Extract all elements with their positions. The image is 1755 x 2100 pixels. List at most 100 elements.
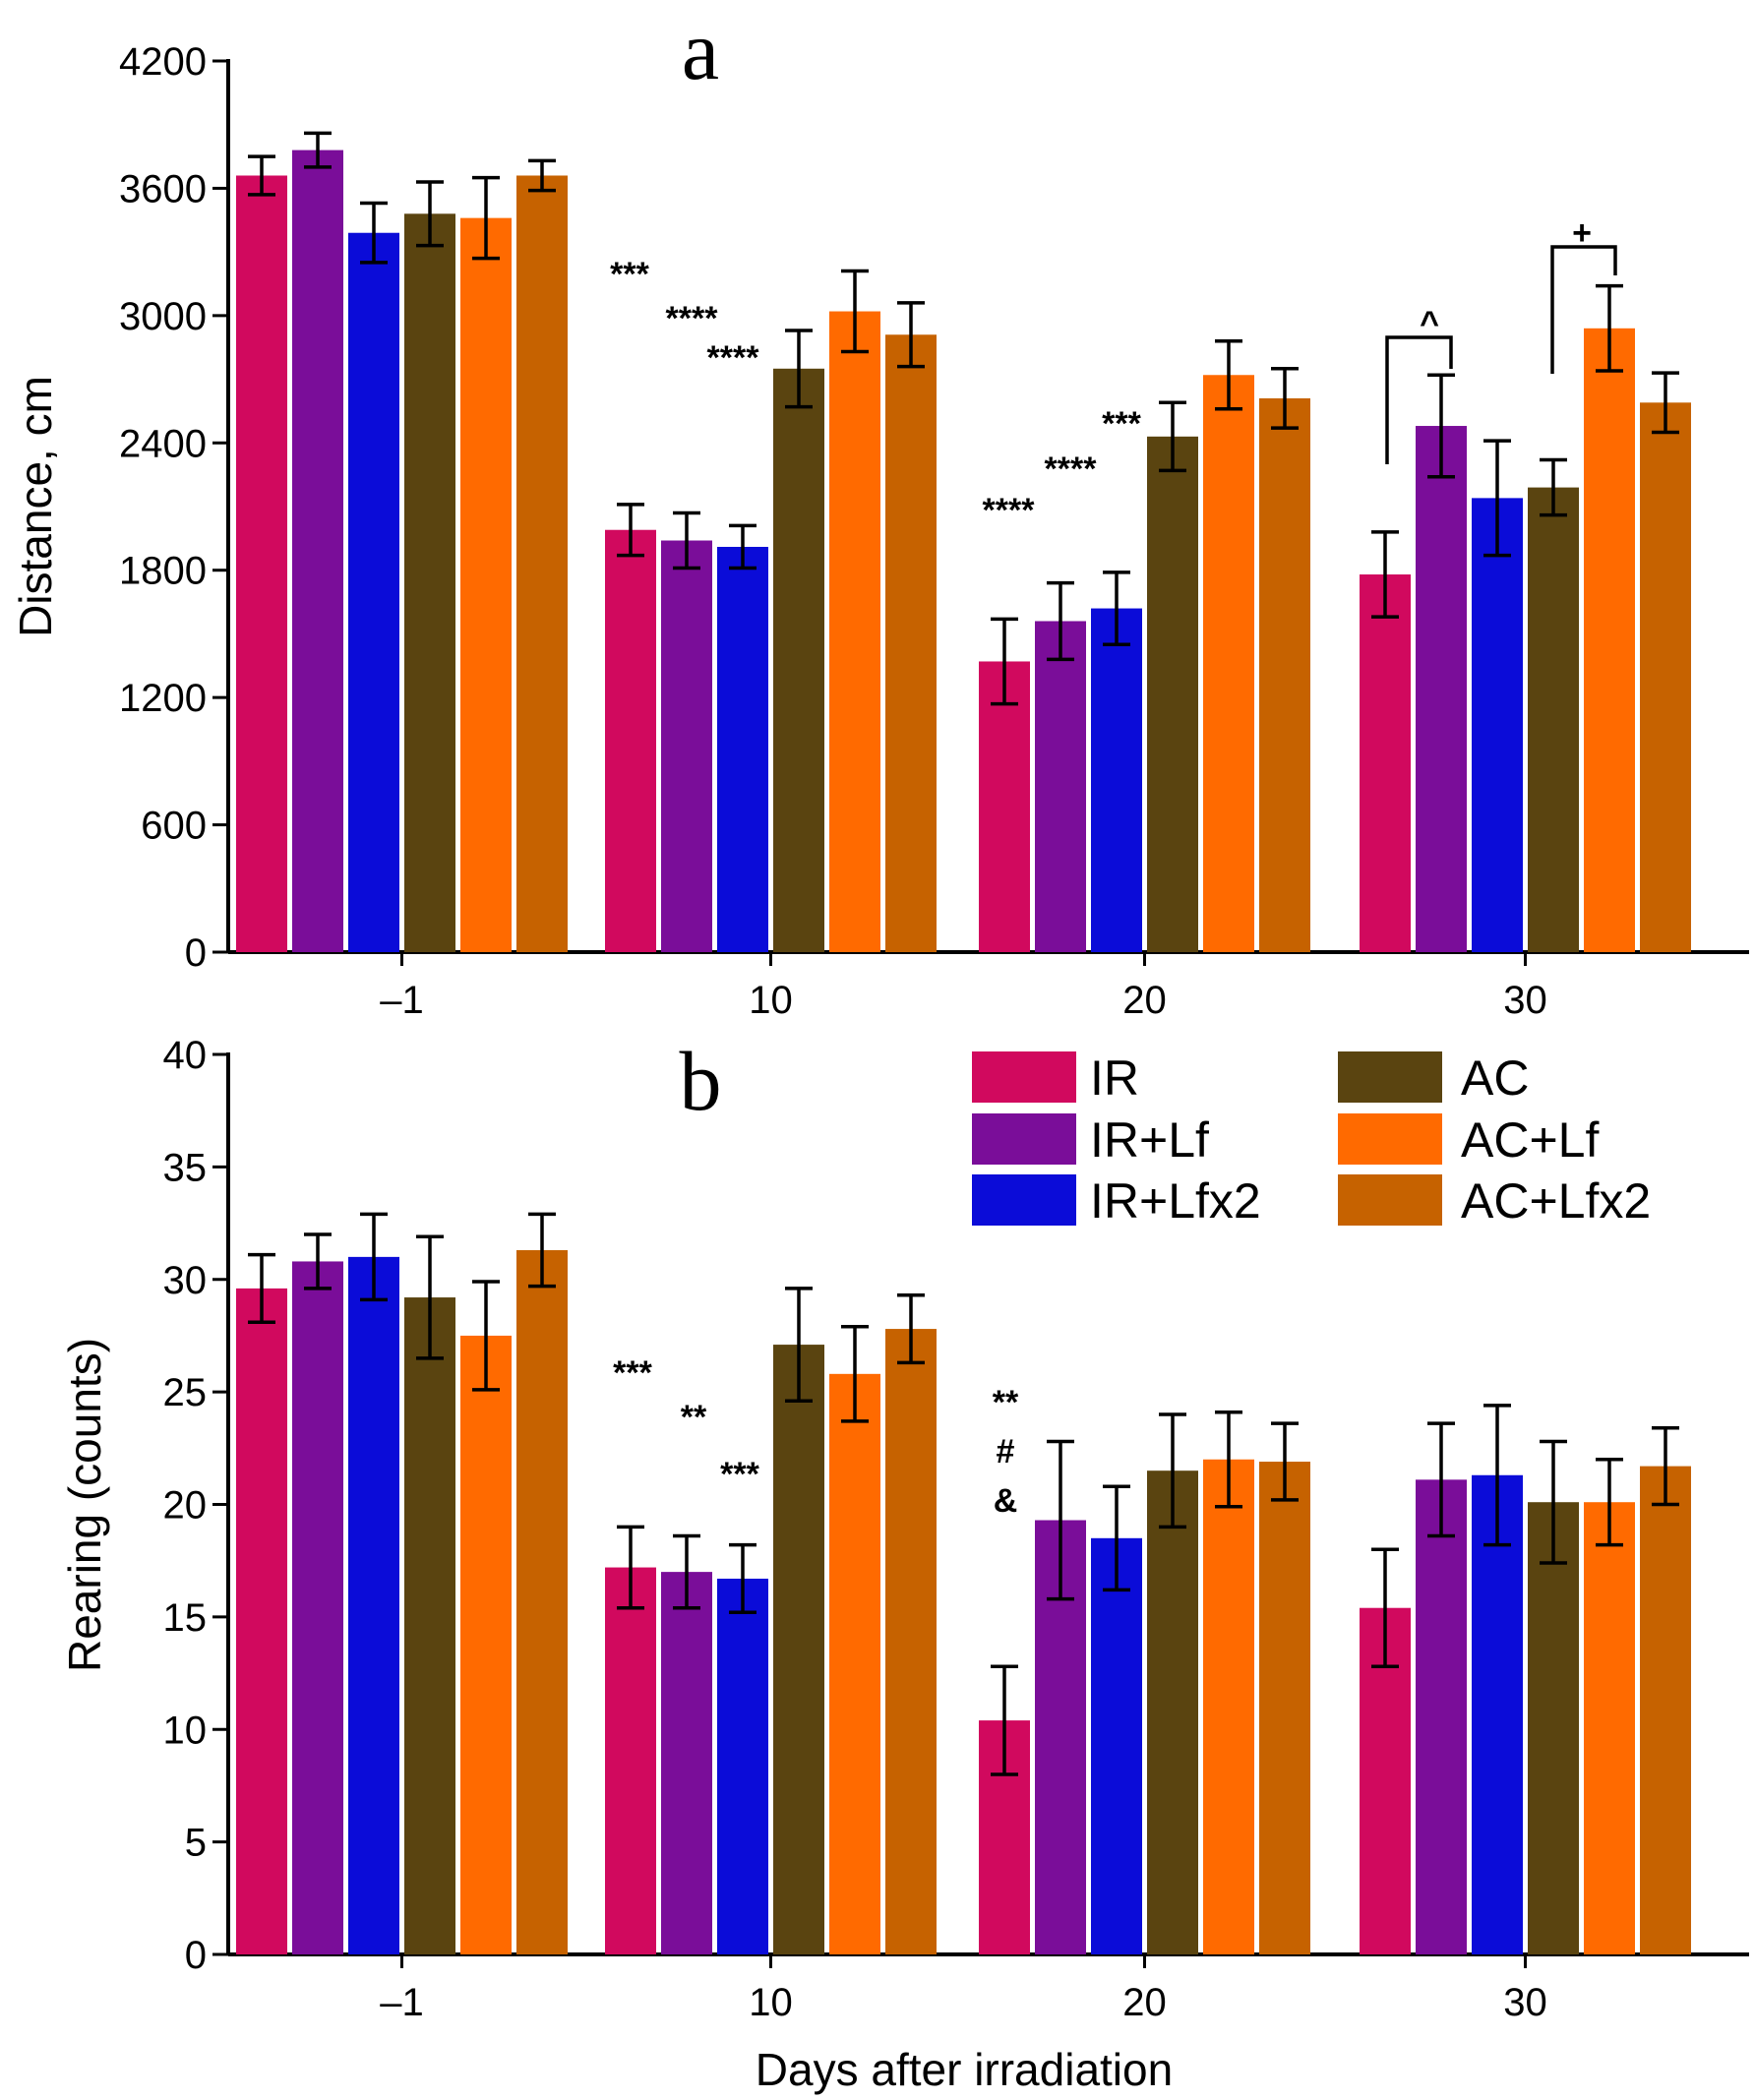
panel-b-y-tick-label: 35 bbox=[163, 1146, 208, 1189]
panel-b-y-tick-label: 10 bbox=[163, 1709, 208, 1752]
panel-b-bar-ir-plus-lfx2-30 bbox=[1472, 1474, 1523, 1954]
panel-a-comparison-bracket bbox=[1550, 245, 1617, 374]
panel-a-bar-ac-30 bbox=[1528, 487, 1579, 952]
panel-b-bar-ac-plus-lfx2-30 bbox=[1640, 1466, 1691, 1954]
panel-a-title: a bbox=[682, 3, 719, 97]
panel-a-bar-ir-plus-lfx2-30 bbox=[1472, 498, 1523, 952]
panel-a-significance-label: *** bbox=[1102, 405, 1141, 443]
panel-b-bar-ir-plus-lf-30 bbox=[1416, 1479, 1467, 1954]
panel-b-y-tick-label: 30 bbox=[163, 1259, 208, 1302]
panel-b-y-tick-label: 20 bbox=[163, 1484, 208, 1528]
panel-a-x-tick-label-1: –1 bbox=[380, 979, 424, 1022]
panel-a-y-tick-label: 1200 bbox=[119, 677, 207, 720]
panel-b-y-tick-label: 5 bbox=[185, 1822, 207, 1865]
panel-a-significance-label: **** bbox=[666, 300, 719, 337]
panel-b-significance-label: & bbox=[994, 1482, 1018, 1520]
legend-swatch-ac-plus-lf bbox=[1338, 1113, 1442, 1165]
panel-b-significance-label: ** bbox=[681, 1399, 707, 1436]
panel-a-bar-ac-plus-lfx2-30 bbox=[1640, 402, 1691, 952]
panel-a-x-tick-label-10: 10 bbox=[749, 979, 793, 1022]
panel-a-bar-ac-plus-lfx2-10 bbox=[885, 334, 937, 952]
panel-a-bar-ir-1 bbox=[236, 175, 287, 952]
panel-a-significance-label: **** bbox=[1045, 450, 1098, 488]
panel-a-y-tick-label: 1800 bbox=[119, 550, 207, 593]
panel-b-bar-ir-plus-lf-10 bbox=[661, 1572, 712, 1954]
panel-a-bar-ir-plus-lf-20 bbox=[1035, 621, 1086, 952]
panel-b-significance-label: *** bbox=[720, 1456, 759, 1493]
legend-swatch-ir bbox=[972, 1051, 1076, 1103]
panel-b-significance-label: ** bbox=[993, 1384, 1019, 1421]
panel-a-bar-ac-1 bbox=[404, 213, 455, 953]
panel-a-bar-ir-plus-lf-10 bbox=[661, 540, 712, 952]
panel-a-comparison-bracket bbox=[1385, 335, 1453, 464]
panel-b-bar-ac-30 bbox=[1528, 1502, 1579, 1954]
panel-b-bar-ac-plus-lfx2-1 bbox=[516, 1250, 568, 1954]
panel-a-significance-label: **** bbox=[983, 492, 1036, 529]
panel-b-x-tick-label-30: 30 bbox=[1503, 1981, 1547, 2024]
panel-b-title: b bbox=[680, 1034, 722, 1128]
panel-b-x-tick-label-10: 10 bbox=[749, 1981, 793, 2024]
panel-b-y-tick-label: 40 bbox=[163, 1034, 208, 1077]
panel-b-bar-ac-1 bbox=[404, 1297, 455, 1954]
panel-a-bar-ir-plus-lfx2-1 bbox=[348, 232, 399, 952]
panel-b-bar-ir-plus-lf-1 bbox=[292, 1261, 343, 1954]
panel-b-y-axis-title: Rearing (counts) bbox=[59, 1338, 110, 1672]
legend-swatch-ir-plus-lf bbox=[972, 1113, 1076, 1165]
panel-a-bar-ac-20 bbox=[1147, 436, 1198, 952]
panel-a-x-tick-label-30: 30 bbox=[1503, 979, 1547, 1022]
panel-a-bar-ac-plus-lfx2-1 bbox=[516, 175, 568, 952]
panel-a-significance-label: *** bbox=[610, 256, 649, 293]
panel-b-bar-ac-plus-lf-20 bbox=[1203, 1459, 1254, 1954]
x-axis-title: Days after irradiation bbox=[756, 2044, 1173, 2095]
panel-a-y-tick-label: 2400 bbox=[119, 422, 207, 465]
panel-a-bar-ac-plus-lf-20 bbox=[1203, 375, 1254, 952]
panel-b-significance-label: *** bbox=[613, 1354, 652, 1392]
panel-b-x-tick-label-20: 20 bbox=[1122, 1981, 1167, 2024]
panel-b-bar-ac-plus-lf-30 bbox=[1584, 1502, 1635, 1954]
panel-a-y-axis-title: Distance, cm bbox=[10, 376, 61, 637]
legend-label-ir-plus-lfx2: IR+Lfx2 bbox=[1090, 1173, 1261, 1229]
legend-label-ac: AC bbox=[1461, 1050, 1529, 1106]
panel-b-x-tick-label-1: –1 bbox=[380, 1981, 424, 2024]
panel-a-y-tick-label: 600 bbox=[141, 805, 207, 848]
panel-a-bar-ir-30 bbox=[1360, 574, 1411, 952]
panel-a-bar-ac-plus-lf-10 bbox=[829, 311, 880, 952]
panel-a-bar-ac-plus-lf-1 bbox=[460, 217, 512, 953]
panel-a-y-tick-label: 3600 bbox=[119, 167, 207, 210]
legend-swatch-ac-plus-lfx2 bbox=[1338, 1174, 1442, 1226]
panel-a-y-tick-label: 0 bbox=[185, 931, 207, 975]
legend-label-ac-plus-lf: AC+Lf bbox=[1461, 1112, 1599, 1168]
panel-b-bar-ac-plus-lf-10 bbox=[829, 1373, 880, 1954]
panel-a-bar-ir-20 bbox=[979, 661, 1030, 952]
panel-b-y-tick-label: 15 bbox=[163, 1596, 208, 1640]
panel-b-y-tick-label: 0 bbox=[185, 1934, 207, 1977]
panel-b-bar-ac-10 bbox=[773, 1345, 824, 1954]
panel-a-bar-ir-plus-lf-30 bbox=[1416, 426, 1467, 952]
legend-label-ir-plus-lf: IR+Lf bbox=[1090, 1112, 1209, 1168]
legend-label-ac-plus-lfx2: AC+Lfx2 bbox=[1461, 1173, 1651, 1229]
panel-b-bar-ir-10 bbox=[605, 1567, 656, 1954]
panel-b-significance-label: # bbox=[997, 1433, 1015, 1470]
legend-swatch-ac bbox=[1338, 1051, 1442, 1103]
panel-a-x-tick-label-20: 20 bbox=[1122, 979, 1167, 1022]
panel-a-bar-ir-plus-lfx2-10 bbox=[717, 546, 768, 952]
panel-b-rearing-chart: b Rearing (counts) 0 5 10 15 20 25 30 35 40 –1 10 20 3… bbox=[59, 1034, 1749, 2024]
panel-a-bar-ir-plus-lf-1 bbox=[292, 150, 343, 953]
panel-a-bar-ir-10 bbox=[605, 529, 656, 952]
panel-a-bar-ir-plus-lfx2-20 bbox=[1091, 608, 1142, 952]
panel-b-bar-ac-plus-lfx2-10 bbox=[885, 1329, 937, 1954]
legend-label-ir: IR bbox=[1090, 1050, 1139, 1106]
panel-b-y-tick-label: 25 bbox=[163, 1371, 208, 1414]
panel-b-bar-ir-plus-lfx2-1 bbox=[348, 1256, 399, 1954]
panel-a-bar-ac-plus-lf-30 bbox=[1584, 328, 1635, 952]
panel-a-y-tick-label: 3000 bbox=[119, 295, 207, 338]
panel-b-bar-ir-1 bbox=[236, 1288, 287, 1954]
panel-a-significance-label: + bbox=[1572, 214, 1592, 252]
panel-b-bar-ac-plus-lfx2-20 bbox=[1259, 1462, 1310, 1954]
panel-a-distance-chart: a Distance, cm 0 600 1200 1800 2400 3000 3600 420… bbox=[10, 3, 1749, 1022]
panel-a-y-tick-label: 4200 bbox=[119, 40, 207, 84]
panel-a-significance-label: ^ bbox=[1420, 305, 1439, 342]
panel-b-bar-ir-plus-lfx2-20 bbox=[1091, 1537, 1142, 1954]
